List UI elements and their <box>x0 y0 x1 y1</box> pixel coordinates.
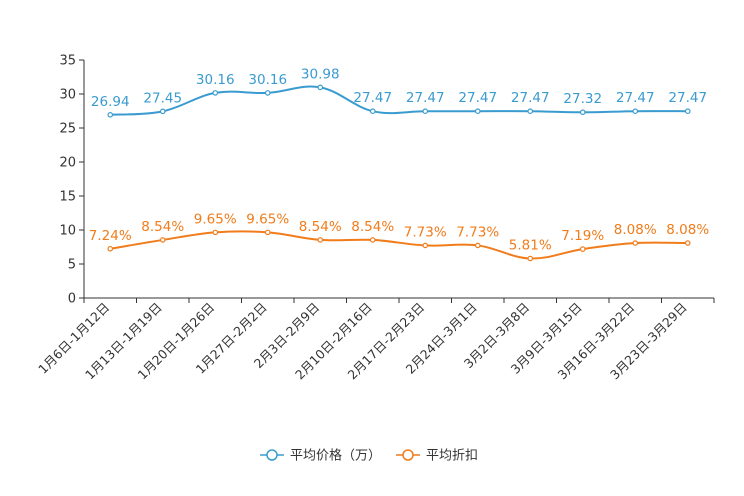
y-tick-label: 20 <box>59 156 76 171</box>
data-point[interactable] <box>579 109 586 116</box>
data-point[interactable] <box>527 108 534 115</box>
data-label: 7.19% <box>561 228 604 244</box>
data-label: 27.47 <box>458 90 497 106</box>
legend-marker-icon <box>266 449 278 461</box>
data-point[interactable] <box>684 108 691 115</box>
data-point[interactable] <box>474 108 481 115</box>
data-point[interactable] <box>474 242 481 249</box>
data-label: 7.73% <box>404 224 447 240</box>
data-label: 27.47 <box>353 90 392 106</box>
legend[interactable]: 平均价格（万） 平均折扣 <box>260 448 478 464</box>
data-label: 5.81% <box>509 237 552 253</box>
data-point[interactable] <box>212 90 219 96</box>
data-label: 27.47 <box>616 90 655 106</box>
series-line <box>110 85 688 116</box>
data-point[interactable] <box>422 108 429 115</box>
data-label: 7.24% <box>89 228 132 244</box>
data-point[interactable] <box>317 237 324 243</box>
y-tick-label: 30 <box>59 88 76 103</box>
data-point[interactable] <box>527 255 534 262</box>
data-label: 30.16 <box>196 72 235 88</box>
data-label: 8.54% <box>299 219 342 235</box>
data-point[interactable] <box>632 108 639 115</box>
legend-label: 平均折扣 <box>426 449 478 464</box>
legend-item-1[interactable]: 平均价格（万） <box>260 448 381 464</box>
data-point[interactable] <box>264 90 271 96</box>
data-label: 9.65% <box>246 211 289 227</box>
y-tick-label: 35 <box>59 54 76 69</box>
data-point[interactable] <box>684 240 691 246</box>
data-label: 8.08% <box>666 222 709 238</box>
data-label: 8.54% <box>141 219 184 235</box>
data-point[interactable] <box>317 84 324 91</box>
data-label: 8.54% <box>351 219 394 235</box>
data-point[interactable] <box>212 229 219 236</box>
data-label: 30.16 <box>248 72 287 88</box>
data-label: 27.32 <box>563 91 602 107</box>
data-label: 26.94 <box>91 94 130 110</box>
data-label: 7.73% <box>456 224 499 240</box>
data-label: 27.47 <box>406 90 445 106</box>
x-ticks: 1月6日-1月12日1月13日-1月19日1月20日-1月26日1月27日-2月… <box>35 298 715 382</box>
data-label: 27.45 <box>143 90 182 106</box>
data-point[interactable] <box>422 242 429 249</box>
y-ticks: 0 5 10 15 20 25 30 35 <box>59 54 84 307</box>
y-tick-label: 0 <box>68 292 76 307</box>
data-point[interactable] <box>369 237 376 243</box>
y-tick-label: 5 <box>68 258 76 273</box>
data-point[interactable] <box>264 229 271 236</box>
series-1: 26.94 27.45 30.16 30.16 30.98 27.47 27.47 27.47… <box>91 66 707 118</box>
data-label: 8.08% <box>614 222 657 238</box>
data-label: 27.47 <box>668 90 707 106</box>
series-group: 26.94 27.45 30.16 30.16 30.98 27.47 27.47 27.47… <box>89 66 709 262</box>
y-tick-label: 10 <box>59 224 76 239</box>
data-label: 9.65% <box>194 211 237 227</box>
data-point[interactable] <box>632 240 639 246</box>
data-label: 30.98 <box>301 66 340 82</box>
data-point[interactable] <box>579 246 586 252</box>
legend-marker-icon <box>402 449 414 461</box>
data-point[interactable] <box>369 108 376 115</box>
series-line <box>110 230 688 260</box>
data-point[interactable] <box>107 245 114 252</box>
y-tick-label: 15 <box>59 190 76 205</box>
y-tick-label: 25 <box>59 122 76 137</box>
data-label: 27.47 <box>511 90 550 106</box>
data-point[interactable] <box>159 237 166 243</box>
data-point[interactable] <box>107 112 114 118</box>
series-2: 7.24% 8.54% 9.65% 9.65% 8.54% 8.54% 7.73% 7.73%… <box>89 211 709 262</box>
legend-label: 平均价格（万） <box>290 448 381 464</box>
data-point[interactable] <box>159 108 166 115</box>
legend-item-2[interactable]: 平均折扣 <box>396 449 478 464</box>
